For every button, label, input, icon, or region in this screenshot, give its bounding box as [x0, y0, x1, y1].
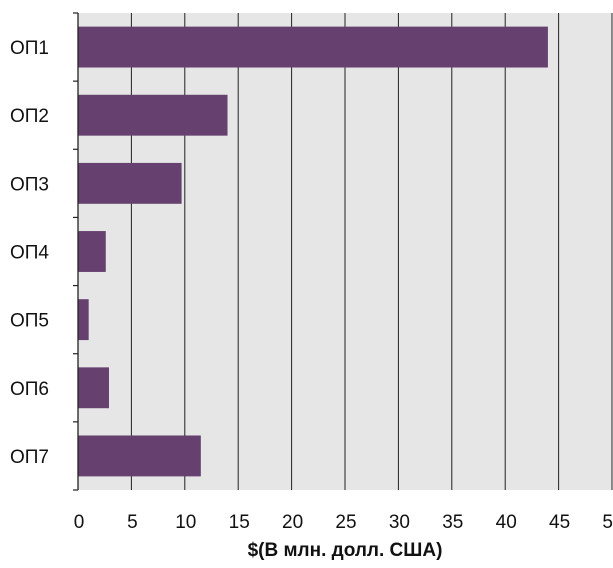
y-tick-label: ОП5 — [10, 311, 49, 332]
y-tick-label: ОП4 — [10, 243, 49, 264]
x-tick-label: 0 — [74, 512, 85, 533]
x-tick-label: 20 — [282, 512, 303, 533]
x-tick-label: 15 — [229, 512, 250, 533]
bar — [78, 367, 109, 409]
bar — [78, 94, 228, 136]
grid-lines — [130, 13, 613, 490]
y-tick-labels: ОП1 ОП2 ОП3 ОП4 ОП5 ОП6 ОП7 — [10, 38, 49, 468]
bar — [78, 299, 89, 341]
y-tick-label: ОП7 — [10, 447, 49, 468]
x-tick-label: 25 — [335, 512, 356, 533]
y-tick-label: ОП3 — [10, 174, 49, 195]
x-tick-label: 10 — [175, 512, 196, 533]
bar — [78, 435, 201, 477]
y-tick-label: ОП2 — [10, 106, 49, 127]
x-tick-labels: 0 5 10 15 20 25 30 35 40 45 50 — [74, 512, 613, 533]
x-axis-label: $(В млн. долл. США) — [248, 540, 443, 561]
x-tick-label: 40 — [496, 512, 517, 533]
x-tick-label: 50 — [602, 512, 613, 533]
y-tick-label: ОП1 — [10, 38, 49, 59]
x-tick-label: 35 — [442, 512, 463, 533]
y-ticks — [73, 12, 78, 491]
bar — [78, 162, 182, 204]
y-tick-label: ОП6 — [10, 379, 49, 400]
x-tick-label: 45 — [549, 512, 570, 533]
bar — [78, 26, 548, 68]
x-tick-label: 30 — [389, 512, 410, 533]
bars — [78, 26, 548, 477]
x-tick-label: 5 — [127, 512, 138, 533]
bar — [78, 231, 106, 272]
